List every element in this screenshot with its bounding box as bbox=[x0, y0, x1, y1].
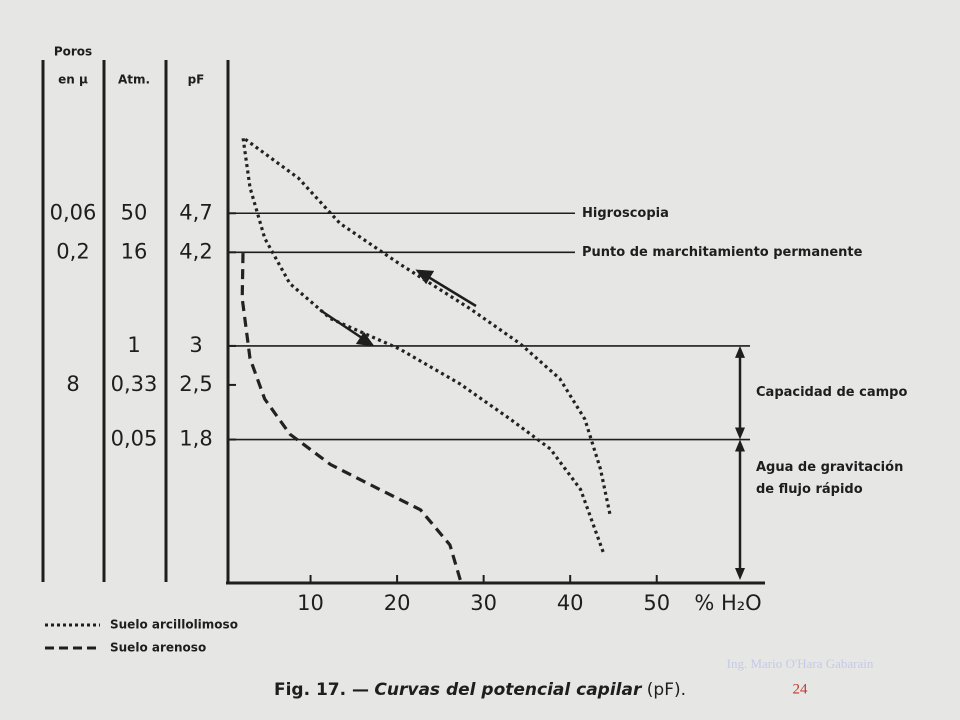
atm-label: 0,05 bbox=[111, 427, 158, 451]
x-tick-label: 10 bbox=[297, 591, 324, 615]
x-tick-label: 50 bbox=[643, 591, 670, 615]
zone-label: Capacidad de campo bbox=[756, 385, 907, 400]
x-tick-label: 20 bbox=[384, 591, 411, 615]
y-tick-label: 4,7 bbox=[179, 200, 212, 224]
pores-label: 0,2 bbox=[56, 239, 89, 263]
curve bbox=[241, 136, 612, 553]
level-label: Higroscopia bbox=[582, 206, 669, 221]
caption: Fig. 17. — Curvas del potencial capilar … bbox=[274, 680, 686, 700]
legend-label: Suelo arenoso bbox=[110, 641, 206, 655]
caption-title: Curvas del potencial capilar bbox=[374, 680, 643, 700]
arrow-head bbox=[735, 427, 745, 440]
zone-label: de flujo rápido bbox=[756, 482, 863, 497]
pores-label: 8 bbox=[66, 372, 79, 396]
zone-label: Agua de gravitación bbox=[756, 460, 903, 475]
level-label: Punto de marchitamiento permanente bbox=[582, 245, 863, 260]
arrow bbox=[424, 273, 477, 308]
y-tick-label: 2,5 bbox=[179, 372, 212, 396]
atm-header: Atm. bbox=[118, 73, 150, 87]
atm-label: 1 bbox=[127, 333, 140, 357]
arrow-head bbox=[735, 345, 745, 358]
x-axis-label: % H₂O bbox=[694, 591, 761, 615]
watermark: Ing. Mario O'Hara Gabarain bbox=[727, 656, 874, 671]
legend-label: Suelo arcillolimoso bbox=[110, 618, 238, 632]
arrow-head bbox=[735, 439, 745, 452]
y-axis-label: pF bbox=[188, 73, 205, 87]
y-tick-label: 4,2 bbox=[179, 239, 212, 263]
x-tick-label: 30 bbox=[470, 591, 497, 615]
x-tick-label: 40 bbox=[557, 591, 584, 615]
column-rules bbox=[41, 60, 765, 585]
arrow-head bbox=[735, 568, 745, 580]
arrow-head bbox=[415, 269, 435, 285]
page-number: 24 bbox=[793, 681, 809, 697]
atm-label: 16 bbox=[121, 239, 148, 263]
pores-header: en μ bbox=[58, 73, 88, 87]
arrow-head bbox=[355, 331, 375, 347]
y-tick-label: 3 bbox=[189, 333, 202, 357]
pores-label: 0,06 bbox=[50, 200, 97, 224]
caption-fig: Fig. 17. — bbox=[274, 680, 369, 700]
atm-label: 50 bbox=[121, 200, 148, 224]
y-tick-label: 1,8 bbox=[179, 427, 212, 451]
caption-end: (pF). bbox=[647, 680, 686, 700]
atm-label: 0,33 bbox=[111, 372, 158, 396]
curve bbox=[240, 253, 462, 581]
pores-header: Poros bbox=[54, 45, 92, 59]
